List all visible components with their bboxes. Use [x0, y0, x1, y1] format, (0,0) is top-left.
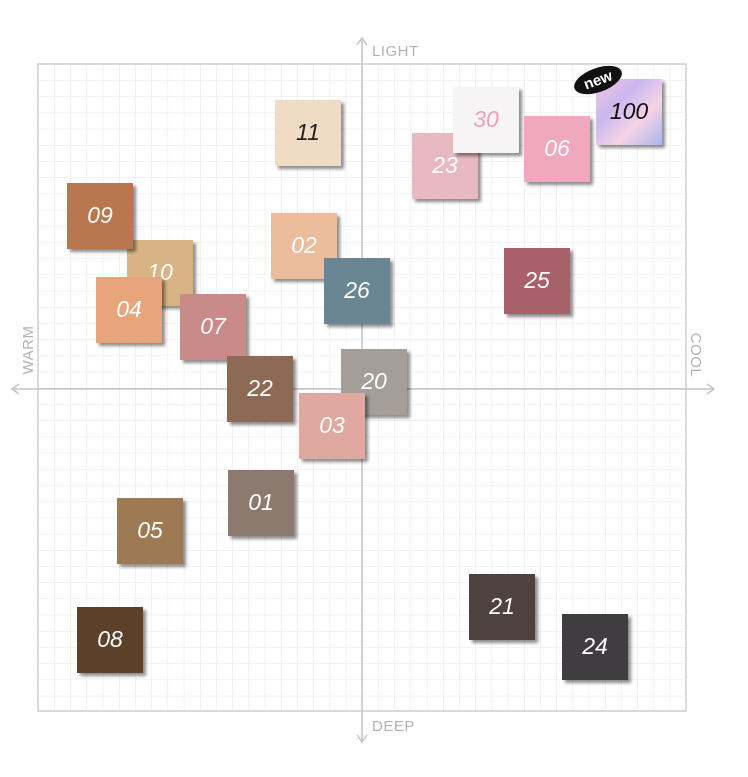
- swatch-tile: [67, 183, 133, 249]
- swatch-label: 01: [248, 489, 274, 515]
- swatch: 05: [117, 498, 183, 564]
- swatch-label: 02: [291, 232, 317, 258]
- swatch-tile: [524, 116, 590, 182]
- swatch-tile: [562, 614, 628, 680]
- swatch-label: 100: [610, 98, 649, 124]
- swatch: 03: [299, 393, 365, 459]
- swatch: 06: [524, 116, 590, 182]
- swatch-label: 26: [343, 277, 370, 303]
- axis-warm: WARM: [20, 326, 37, 375]
- swatch-label: 08: [97, 626, 123, 652]
- swatch: 24: [562, 614, 628, 680]
- swatch-tile: [96, 277, 162, 343]
- swatch: 11: [275, 100, 341, 166]
- swatch-tile: [596, 79, 662, 145]
- swatch-tile: [77, 607, 143, 673]
- swatch-tile: [299, 393, 365, 459]
- swatch-label: 20: [360, 368, 387, 394]
- swatch-label: 09: [87, 202, 113, 228]
- swatch-label: 05: [137, 517, 163, 543]
- new-badge: new: [574, 65, 622, 95]
- swatch-label: 23: [431, 152, 458, 178]
- swatch: 04: [96, 277, 162, 343]
- swatch-tile: [227, 356, 293, 422]
- swatch: 22: [227, 356, 293, 422]
- swatch-label: 25: [523, 267, 550, 293]
- swatch-label: 11: [296, 119, 320, 145]
- swatch-label: 22: [246, 375, 273, 401]
- swatch-label: 21: [488, 593, 515, 619]
- swatch: 21: [469, 574, 535, 640]
- swatch-label: 24: [581, 633, 608, 659]
- swatch-label: 03: [319, 412, 345, 438]
- axis-light: LIGHT: [372, 43, 419, 60]
- swatch-label: 07: [200, 313, 227, 339]
- swatch-tile: [453, 87, 519, 153]
- swatch: 23: [412, 133, 478, 199]
- swatch-tile: [117, 498, 183, 564]
- axis-cool: COOL: [687, 333, 704, 378]
- swatch-label: 04: [116, 296, 142, 322]
- swatch: 01: [228, 470, 294, 536]
- swatch: 07: [180, 294, 246, 360]
- swatch-tile: [324, 258, 390, 324]
- swatch-tile: [228, 470, 294, 536]
- swatch: 30: [453, 87, 519, 153]
- swatch: 25: [504, 248, 570, 314]
- swatch-tile: [504, 248, 570, 314]
- swatch-tile: [469, 574, 535, 640]
- swatch: 100: [596, 79, 662, 145]
- swatch: 09: [67, 183, 133, 249]
- swatch-tile: [275, 100, 341, 166]
- swatch-label: 30: [473, 106, 499, 132]
- swatch-label: 06: [544, 135, 570, 161]
- swatch: 26: [324, 258, 390, 324]
- swatch: 08: [77, 607, 143, 673]
- axis-deep: DEEP: [372, 718, 415, 735]
- swatch-tile: [180, 294, 246, 360]
